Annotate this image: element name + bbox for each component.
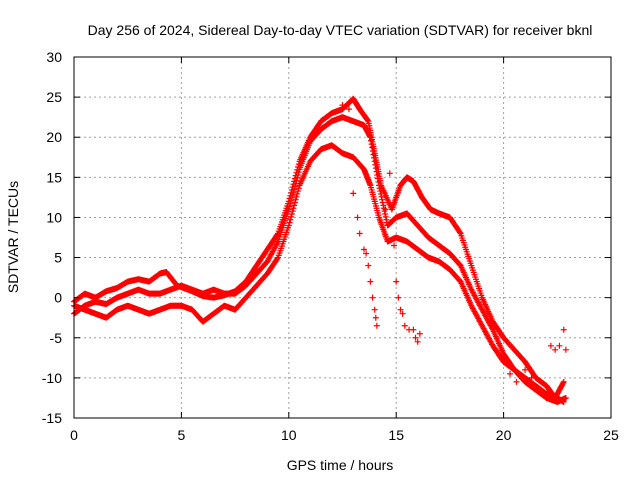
y-tick-label: -15 bbox=[42, 410, 62, 426]
data-point bbox=[285, 206, 292, 213]
data-point bbox=[293, 177, 300, 184]
data-point bbox=[295, 172, 302, 179]
data-point bbox=[395, 294, 402, 301]
y-tick-label: 20 bbox=[46, 129, 62, 145]
y-tick-label: 0 bbox=[54, 290, 62, 306]
y-axis-title: SDTVAR / TECUs bbox=[5, 181, 21, 293]
data-point bbox=[560, 378, 567, 385]
data-point bbox=[294, 174, 301, 181]
data-point bbox=[379, 199, 386, 206]
data-point bbox=[350, 190, 357, 197]
data-marks bbox=[71, 95, 569, 405]
data-point bbox=[367, 134, 374, 141]
x-tick-label: 20 bbox=[496, 427, 512, 443]
data-point bbox=[295, 169, 302, 176]
data-point bbox=[367, 278, 374, 285]
data-point bbox=[547, 342, 554, 349]
data-point bbox=[401, 322, 408, 329]
data-point bbox=[562, 394, 569, 401]
y-tick-label: -10 bbox=[42, 370, 62, 386]
data-point bbox=[376, 185, 383, 192]
data-point bbox=[290, 189, 297, 196]
data-point bbox=[369, 147, 376, 154]
x-tick-label: 10 bbox=[281, 427, 297, 443]
y-tick-label: 15 bbox=[46, 169, 62, 185]
data-point bbox=[287, 216, 294, 223]
data-point bbox=[369, 144, 376, 151]
data-point bbox=[372, 314, 379, 321]
data-point bbox=[371, 154, 378, 161]
data-point bbox=[373, 322, 380, 329]
data-point bbox=[375, 178, 382, 185]
data-point bbox=[562, 346, 569, 353]
data-point bbox=[374, 175, 381, 182]
data-point bbox=[556, 342, 563, 349]
data-point bbox=[371, 158, 378, 165]
chart-title: Day 256 of 2024, Sidereal Day-to-day VTE… bbox=[88, 22, 593, 38]
data-point bbox=[368, 141, 375, 148]
y-tick-label: -5 bbox=[50, 330, 63, 346]
data-point bbox=[288, 197, 295, 204]
data-point bbox=[377, 190, 384, 197]
data-point bbox=[373, 168, 380, 175]
x-tick-label: 25 bbox=[603, 427, 619, 443]
data-point bbox=[368, 137, 375, 144]
data-point bbox=[364, 117, 371, 124]
data-point bbox=[379, 196, 386, 203]
y-tick-label: 10 bbox=[46, 209, 62, 225]
data-point bbox=[287, 200, 294, 207]
data-point bbox=[552, 346, 559, 353]
data-point bbox=[370, 151, 377, 158]
y-tick-label: 25 bbox=[46, 89, 62, 105]
data-point bbox=[369, 294, 376, 301]
x-tick-label: 5 bbox=[178, 427, 186, 443]
data-point bbox=[291, 183, 298, 190]
x-axis-title: GPS time / hours bbox=[287, 457, 394, 473]
y-tick-label: 30 bbox=[46, 49, 62, 65]
data-point bbox=[416, 330, 423, 337]
data-point bbox=[286, 203, 293, 210]
data-point bbox=[356, 230, 363, 237]
data-point bbox=[560, 380, 567, 387]
data-point bbox=[372, 161, 379, 168]
data-point bbox=[456, 229, 463, 236]
data-point bbox=[410, 326, 417, 333]
data-point bbox=[382, 213, 389, 220]
data-point bbox=[378, 193, 385, 200]
data-point bbox=[374, 172, 381, 179]
data-point bbox=[365, 262, 372, 269]
data-point bbox=[376, 182, 383, 189]
data-point bbox=[371, 306, 378, 313]
data-point bbox=[291, 186, 298, 193]
data-point bbox=[380, 202, 387, 209]
x-tick-label: 0 bbox=[70, 427, 78, 443]
x-tick-label: 15 bbox=[388, 427, 404, 443]
data-point bbox=[289, 192, 296, 199]
data-point bbox=[288, 194, 295, 201]
data-point bbox=[393, 278, 400, 285]
data-point bbox=[372, 165, 379, 172]
data-point bbox=[377, 188, 384, 195]
data-point bbox=[354, 214, 361, 221]
y-tick-label: 5 bbox=[54, 250, 62, 266]
data-point bbox=[386, 170, 393, 177]
data-point bbox=[513, 378, 520, 385]
data-point bbox=[507, 370, 514, 377]
data-point bbox=[560, 326, 567, 333]
data-point bbox=[383, 216, 390, 223]
